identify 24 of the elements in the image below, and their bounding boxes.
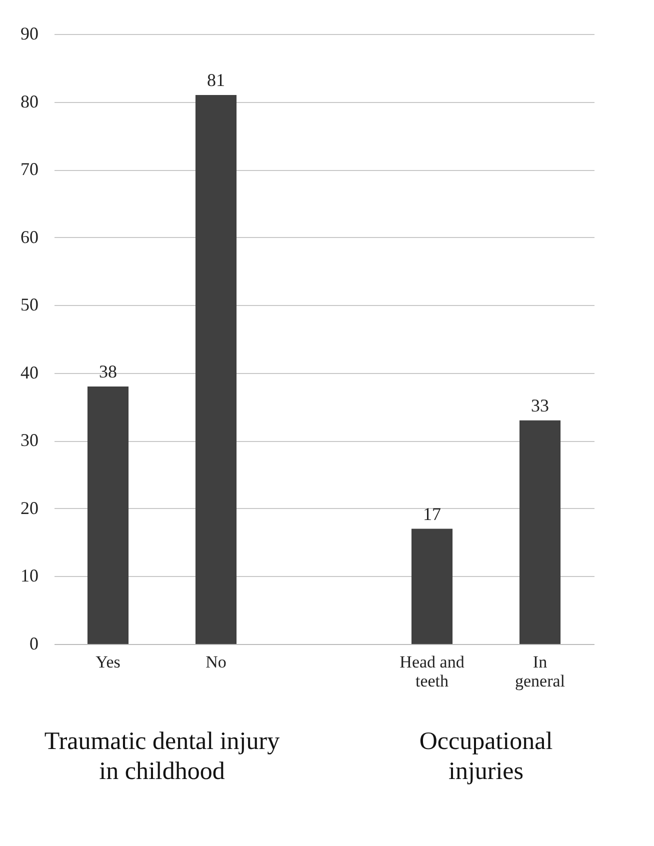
bar [411, 528, 453, 644]
text: Occupational injuries [419, 728, 553, 785]
bar [195, 95, 237, 644]
y-tick-label: 60 [20, 226, 38, 247]
x-tick-label: Head and teeth [400, 652, 465, 690]
bar [87, 386, 129, 644]
y-tick-label: 30 [20, 430, 38, 450]
data-label: 81 [207, 70, 225, 90]
x-tick-label: In general [514, 652, 566, 690]
y-tick-label: 70 [20, 159, 38, 180]
bar [519, 420, 561, 644]
y-tick-label: 40 [20, 362, 38, 382]
y-tick-label: 80 [20, 91, 38, 112]
x-tick-label: Yes [96, 652, 120, 672]
y-tick-label: 20 [20, 498, 38, 518]
text: Traumatic dental injury in childhood [44, 728, 280, 785]
data-label: 17 [423, 504, 441, 524]
x-tick-label: No [206, 652, 226, 672]
data-label: 33 [531, 395, 549, 416]
y-tick-label: 90 [20, 24, 38, 44]
data-label: 38 [99, 361, 117, 382]
y-tick-label: 10 [20, 566, 38, 586]
y-tick-label: 0 [30, 634, 38, 654]
y-tick-label: 50 [20, 294, 38, 315]
